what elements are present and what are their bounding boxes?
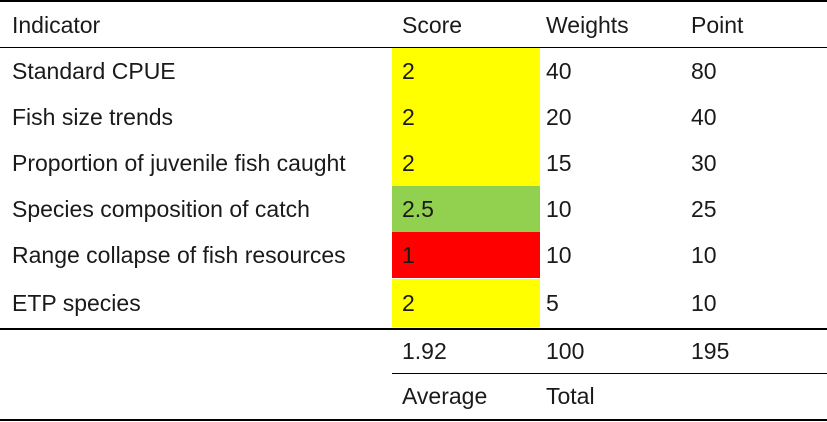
point-cell: 10: [691, 241, 717, 268]
point-cell: 10: [691, 289, 717, 316]
score-cell: 2: [392, 94, 540, 140]
point-cell: 80: [691, 57, 717, 84]
table-row: Standard CPUE 2 40 80: [0, 48, 827, 94]
table-row: Species composition of catch 2.5 10 25: [0, 186, 827, 232]
table-row: Fish size trends 2 20 40: [0, 94, 827, 140]
table-row: Proportion of juvenile fish caught 2 15 …: [0, 140, 827, 186]
point-cell: 40: [691, 103, 717, 130]
indicator-cell: ETP species: [12, 289, 141, 316]
weights-cell: 10: [546, 241, 572, 268]
total-label: Total: [546, 383, 595, 409]
weights-cell: 10: [546, 195, 572, 222]
header-rule: [0, 47, 827, 48]
summary-point: 195: [691, 338, 730, 364]
header-score: Score: [402, 11, 463, 38]
indicator-cell: Standard CPUE: [12, 57, 176, 84]
score-cell: 1: [392, 232, 540, 278]
indicator-cell: Species composition of catch: [12, 195, 310, 222]
score-cell: 2: [392, 48, 540, 94]
table-row: ETP species 2 5 10: [0, 279, 827, 327]
summary-score: 1.92: [402, 338, 447, 364]
indicator-cell: Fish size trends: [12, 103, 174, 130]
header-indicator: Indicator: [12, 11, 101, 38]
summary-row: 1.92 100 195: [0, 330, 827, 373]
bottom-rule: [0, 419, 827, 421]
weights-cell: 40: [546, 57, 572, 84]
average-label: Average: [402, 383, 488, 409]
indicator-cell: Range collapse of fish resources: [12, 241, 346, 268]
footer-row: Average Total: [0, 374, 827, 419]
summary-rule: [392, 373, 827, 374]
body-bottom-rule: [0, 328, 827, 330]
indicator-cell: Proportion of juvenile fish caught: [12, 149, 346, 176]
weights-cell: 5: [546, 289, 559, 316]
summary-weights: 100: [546, 338, 585, 364]
top-rule: [0, 0, 827, 2]
score-cell: 2: [392, 279, 540, 327]
score-cell: 2: [392, 140, 540, 186]
point-cell: 30: [691, 149, 717, 176]
score-cell: 2.5: [392, 186, 540, 232]
point-cell: 25: [691, 195, 717, 222]
header-weights: Weights: [546, 11, 629, 38]
table-row: Range collapse of fish resources 1 10 10: [0, 232, 827, 278]
weights-cell: 15: [546, 149, 572, 176]
table-header: Indicator Score Weights Point: [0, 2, 827, 48]
header-point: Point: [691, 11, 744, 38]
weights-cell: 20: [546, 103, 572, 130]
